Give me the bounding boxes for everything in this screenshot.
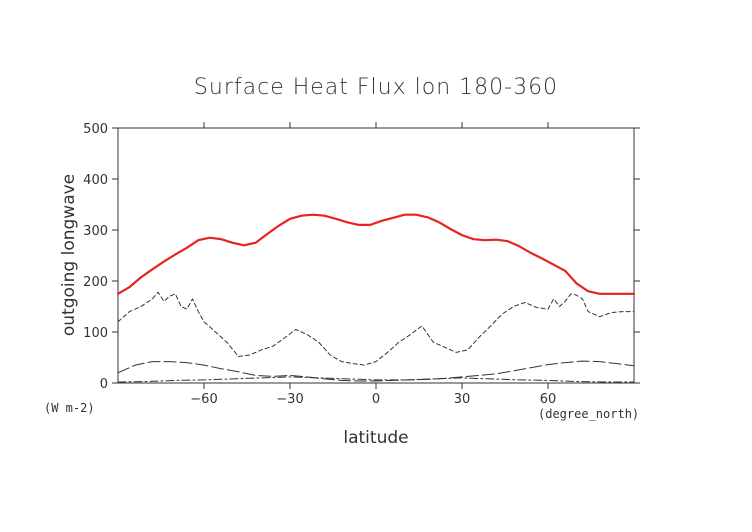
series-line-dash-dot — [117, 376, 635, 383]
x-unit-label: (degree_north) — [538, 407, 639, 421]
x-tick-label: −30 — [276, 392, 303, 407]
y-tick-label: 0 — [100, 377, 108, 392]
y-axis-ticks: 0 100 200 300 400 500 — [83, 122, 640, 392]
y-tick-label: 400 — [83, 173, 108, 188]
plot-frame — [117, 127, 635, 384]
y-axis-label: outgoing longwave — [59, 174, 79, 336]
y-unit-label: (W m-2) — [44, 401, 95, 415]
x-tick-label: 60 — [540, 392, 557, 407]
x-axis-label: latitude — [343, 428, 408, 448]
x-axis-ticks: −60 −30 0 30 60 — [190, 122, 556, 407]
x-tick-label: −60 — [190, 392, 217, 407]
series-line-dashed — [117, 291, 635, 366]
y-tick-label: 300 — [83, 224, 108, 239]
series-line-long-dash — [117, 360, 635, 382]
x-tick-label: 0 — [372, 392, 380, 407]
y-tick-label: 500 — [83, 122, 108, 137]
y-tick-label: 100 — [83, 326, 108, 341]
plot-area: 0 100 200 300 400 500 −60 −30 0 30 60 — [83, 122, 640, 407]
x-tick-label: 30 — [454, 392, 471, 407]
chart-title: Surface Heat Flux lon 180-360 — [194, 75, 558, 100]
series-line-solid — [116, 213, 636, 295]
y-tick-label: 200 — [83, 275, 108, 290]
series-layer — [116, 213, 636, 383]
